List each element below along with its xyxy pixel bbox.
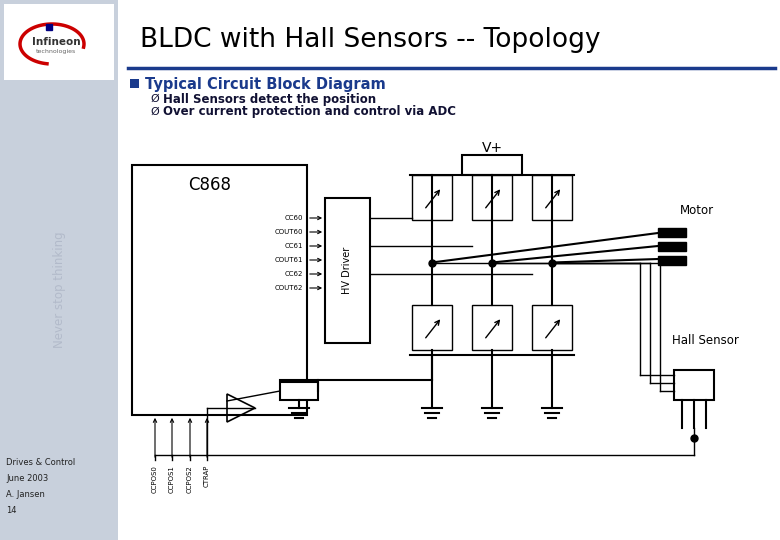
Bar [532,305,572,350]
Text: Drives & Control: Drives & Control [6,458,75,467]
Text: Infineon: Infineon [32,37,80,47]
Bar [4,4,114,80]
Text: COUT61: COUT61 [275,257,303,263]
Bar [462,155,522,175]
Bar [472,305,512,350]
Bar [0,0,118,540]
Bar [412,175,452,220]
Text: A. Jansen: A. Jansen [6,490,45,499]
Bar [130,79,139,88]
Text: CTRAP: CTRAP [204,465,210,488]
Bar [532,175,572,220]
Text: Typical Circuit Block Diagram: Typical Circuit Block Diagram [145,77,386,91]
Text: C868: C868 [188,176,231,194]
Text: Hall Sensors detect the position: Hall Sensors detect the position [163,92,376,105]
Text: Ø: Ø [150,107,159,117]
Bar [658,256,686,265]
Bar [658,228,686,237]
Text: COUT62: COUT62 [275,285,303,291]
Text: CC62: CC62 [285,271,303,277]
Bar [132,165,307,415]
Text: CCPOS0: CCPOS0 [152,465,158,493]
Text: COUT60: COUT60 [275,229,303,235]
Text: CC61: CC61 [285,243,303,249]
Bar [658,242,686,251]
Text: Ø: Ø [150,94,159,104]
Text: Never stop thinking: Never stop thinking [52,232,66,348]
Text: 14: 14 [6,506,16,515]
Text: CCPOS1: CCPOS1 [169,465,175,493]
Text: Hall Sensor: Hall Sensor [672,334,739,347]
Text: CCPOS2: CCPOS2 [187,465,193,492]
Text: technologies: technologies [36,50,76,55]
Text: Over current protection and control via ADC: Over current protection and control via … [163,105,456,118]
Text: June 2003: June 2003 [6,474,48,483]
Text: HV Driver: HV Driver [342,247,353,294]
Text: CC60: CC60 [285,215,303,221]
Text: Motor: Motor [680,204,714,217]
Bar [325,198,370,343]
Bar [280,382,318,400]
Bar [412,305,452,350]
Text: V+: V+ [481,141,502,155]
Bar [674,370,714,400]
Text: BLDC with Hall Sensors -- Topology: BLDC with Hall Sensors -- Topology [140,27,601,53]
Bar [472,175,512,220]
